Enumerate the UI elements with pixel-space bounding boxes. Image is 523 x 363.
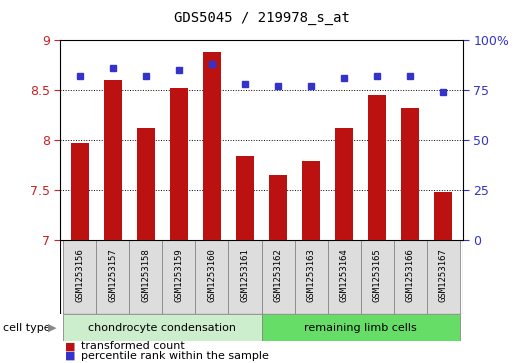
Text: percentile rank within the sample: percentile rank within the sample bbox=[81, 351, 269, 361]
Text: GSM1253162: GSM1253162 bbox=[274, 248, 282, 302]
Text: GSM1253157: GSM1253157 bbox=[108, 248, 118, 302]
Bar bbox=[360, 240, 393, 314]
Text: GSM1253159: GSM1253159 bbox=[175, 248, 184, 302]
Bar bbox=[294, 240, 327, 314]
Bar bbox=[434, 192, 452, 240]
Bar bbox=[137, 128, 155, 240]
Text: GSM1253167: GSM1253167 bbox=[439, 248, 448, 302]
Bar bbox=[63, 240, 96, 314]
Bar bbox=[130, 240, 163, 314]
Bar bbox=[427, 240, 460, 314]
Text: GSM1253165: GSM1253165 bbox=[372, 248, 382, 302]
Bar bbox=[71, 143, 89, 240]
Bar bbox=[401, 108, 419, 240]
Bar bbox=[163, 240, 196, 314]
Bar bbox=[368, 95, 386, 240]
Bar bbox=[229, 240, 262, 314]
Text: GSM1253163: GSM1253163 bbox=[306, 248, 315, 302]
Bar bbox=[104, 80, 122, 240]
Bar bbox=[269, 175, 287, 240]
Bar bbox=[236, 156, 254, 240]
Bar bbox=[170, 88, 188, 240]
Text: GSM1253158: GSM1253158 bbox=[141, 248, 151, 302]
Text: GSM1253166: GSM1253166 bbox=[405, 248, 415, 302]
Text: ■: ■ bbox=[65, 341, 76, 351]
Text: GSM1253164: GSM1253164 bbox=[339, 248, 348, 302]
Text: GSM1253161: GSM1253161 bbox=[241, 248, 249, 302]
Bar bbox=[203, 52, 221, 240]
Bar bbox=[262, 240, 294, 314]
Text: GDS5045 / 219978_s_at: GDS5045 / 219978_s_at bbox=[174, 11, 349, 25]
Bar bbox=[393, 240, 427, 314]
Text: GSM1253160: GSM1253160 bbox=[208, 248, 217, 302]
Text: ■: ■ bbox=[65, 351, 76, 361]
Text: ▶: ▶ bbox=[48, 323, 56, 333]
Text: chondrocyte condensation: chondrocyte condensation bbox=[88, 323, 236, 333]
Text: transformed count: transformed count bbox=[81, 341, 185, 351]
Text: cell type: cell type bbox=[3, 323, 50, 333]
Bar bbox=[335, 128, 353, 240]
Text: GSM1253156: GSM1253156 bbox=[75, 248, 84, 302]
Bar bbox=[96, 240, 130, 314]
Bar bbox=[262, 314, 460, 341]
Bar bbox=[196, 240, 229, 314]
Bar bbox=[63, 314, 262, 341]
Text: remaining limb cells: remaining limb cells bbox=[304, 323, 417, 333]
Bar bbox=[302, 161, 320, 240]
Bar bbox=[327, 240, 360, 314]
